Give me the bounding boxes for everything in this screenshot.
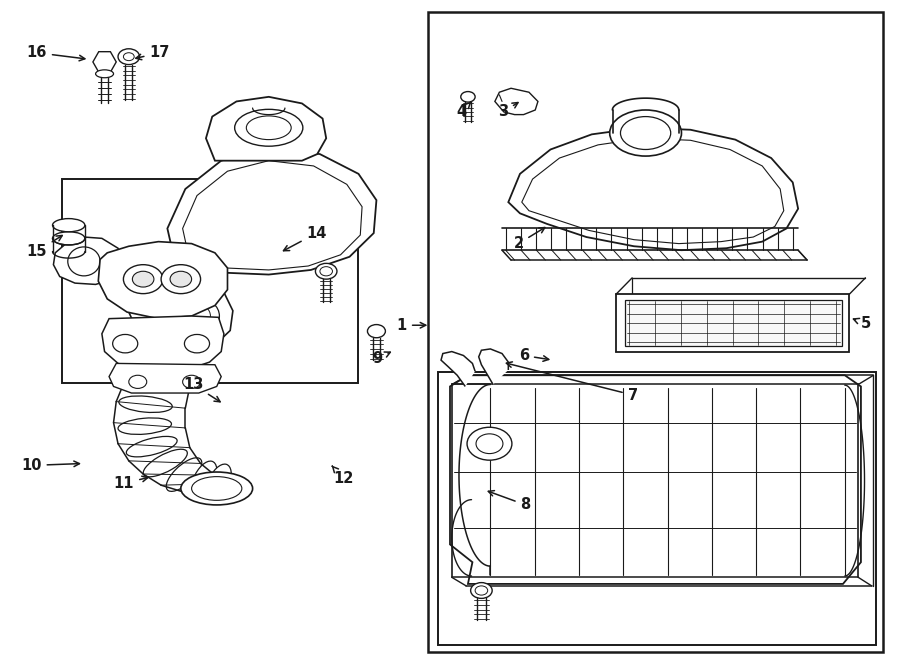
Ellipse shape — [52, 232, 85, 245]
Text: 14: 14 — [284, 225, 327, 251]
Text: 4: 4 — [456, 102, 471, 120]
Ellipse shape — [126, 436, 177, 457]
Ellipse shape — [118, 418, 172, 434]
Text: 17: 17 — [136, 45, 170, 60]
Ellipse shape — [206, 464, 231, 502]
Text: 12: 12 — [332, 466, 354, 486]
Text: 11: 11 — [113, 476, 148, 490]
Text: 16: 16 — [26, 45, 85, 61]
Circle shape — [183, 375, 201, 389]
Ellipse shape — [143, 449, 187, 477]
Ellipse shape — [95, 70, 113, 78]
Text: 6: 6 — [518, 348, 549, 363]
Circle shape — [129, 375, 147, 389]
Text: 7: 7 — [507, 362, 638, 403]
Polygon shape — [479, 349, 508, 385]
Polygon shape — [129, 268, 215, 350]
Bar — [625, 300, 842, 346]
Circle shape — [123, 264, 163, 293]
Polygon shape — [93, 52, 116, 72]
Text: 3: 3 — [499, 102, 518, 120]
Polygon shape — [53, 237, 125, 284]
Text: 2: 2 — [513, 227, 544, 251]
Ellipse shape — [128, 373, 179, 392]
Circle shape — [118, 49, 140, 65]
Bar — [438, 372, 877, 645]
Polygon shape — [441, 352, 475, 387]
Polygon shape — [167, 147, 376, 274]
Polygon shape — [98, 242, 228, 319]
Polygon shape — [616, 294, 850, 352]
Circle shape — [367, 325, 385, 338]
Text: 9: 9 — [373, 350, 391, 366]
Polygon shape — [156, 283, 233, 350]
Ellipse shape — [166, 458, 202, 491]
Ellipse shape — [175, 297, 220, 334]
Polygon shape — [102, 316, 224, 369]
Ellipse shape — [181, 472, 253, 505]
Circle shape — [315, 263, 337, 279]
Polygon shape — [450, 375, 861, 584]
Text: 1: 1 — [397, 318, 426, 332]
Bar — [428, 12, 884, 652]
Ellipse shape — [191, 461, 217, 499]
Polygon shape — [206, 97, 326, 161]
Circle shape — [132, 271, 154, 287]
Ellipse shape — [154, 338, 208, 362]
Circle shape — [467, 427, 512, 460]
Circle shape — [184, 334, 210, 353]
Ellipse shape — [68, 247, 100, 276]
Text: 10: 10 — [21, 458, 79, 473]
Bar — [62, 179, 358, 383]
Ellipse shape — [141, 351, 191, 373]
Circle shape — [471, 582, 492, 598]
Text: 13: 13 — [183, 377, 220, 402]
Text: 15: 15 — [26, 235, 62, 259]
Ellipse shape — [119, 396, 172, 412]
Text: 5: 5 — [853, 317, 871, 331]
Circle shape — [170, 271, 192, 287]
Polygon shape — [508, 128, 798, 251]
Ellipse shape — [52, 219, 85, 232]
Ellipse shape — [609, 110, 681, 156]
Ellipse shape — [151, 334, 202, 356]
Text: 8: 8 — [489, 490, 531, 512]
Ellipse shape — [235, 109, 303, 146]
Polygon shape — [109, 364, 221, 393]
Circle shape — [112, 334, 138, 353]
Polygon shape — [495, 89, 538, 114]
Circle shape — [461, 92, 475, 102]
Circle shape — [161, 264, 201, 293]
